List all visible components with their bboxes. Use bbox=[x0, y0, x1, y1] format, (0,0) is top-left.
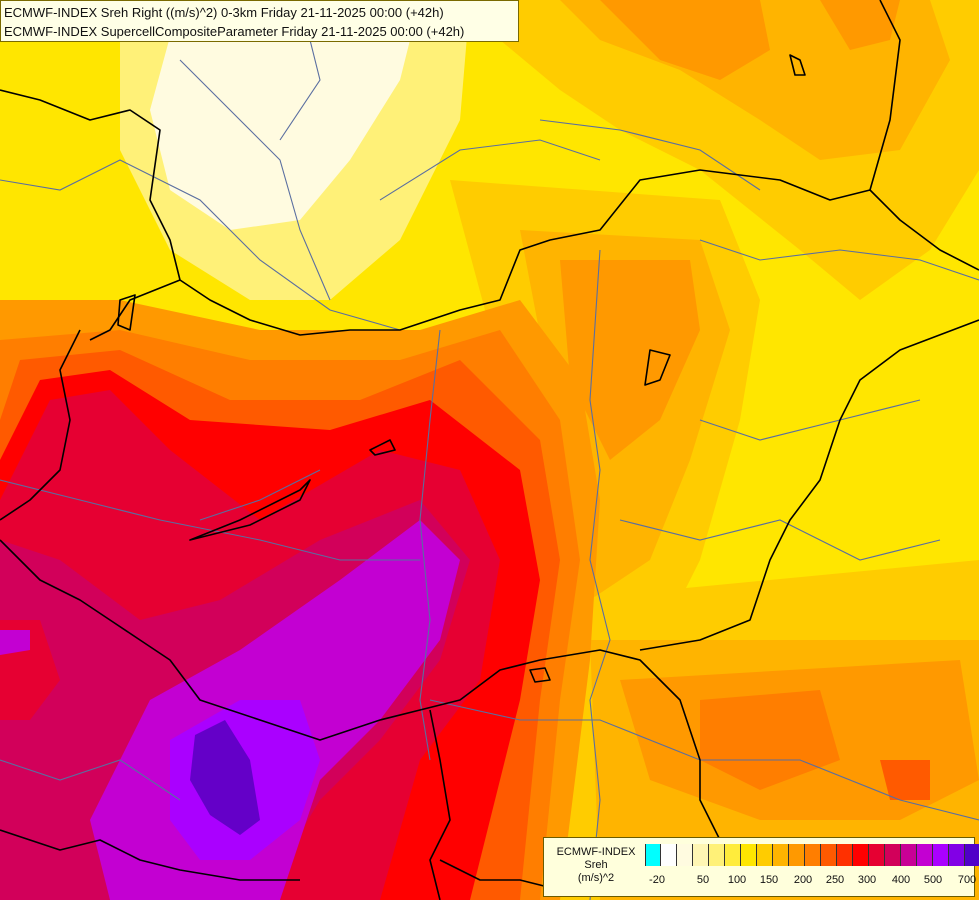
sreh-contour-indigo bbox=[190, 720, 260, 835]
country-border bbox=[639, 319, 979, 651]
legend-swatch bbox=[821, 844, 837, 866]
color-legend: ECMWF-INDEX Sreh (m/s)^2 -20 50 100 150 200 2… bbox=[543, 837, 979, 897]
country-border bbox=[429, 709, 451, 900]
river-line bbox=[199, 469, 321, 521]
legend-title-line-1: ECMWF-INDEX bbox=[556, 846, 636, 858]
legend-tick-label: 50 bbox=[696, 874, 710, 886]
country-border bbox=[0, 829, 300, 881]
legend-swatch bbox=[901, 844, 917, 866]
river-line bbox=[0, 759, 181, 801]
sreh-contour-orange bbox=[820, 0, 900, 50]
river-line bbox=[379, 139, 601, 201]
legend-swatch bbox=[773, 844, 789, 866]
country-border bbox=[89, 279, 181, 341]
legend-tick-label: 200 bbox=[793, 874, 813, 886]
legend-swatch bbox=[645, 844, 661, 866]
river-line bbox=[699, 399, 921, 441]
river-line bbox=[0, 159, 401, 331]
legend-title-line-2: Sreh bbox=[584, 859, 608, 871]
country-border bbox=[117, 294, 136, 331]
country-border bbox=[0, 89, 979, 336]
legend-swatch bbox=[853, 844, 869, 866]
river-line bbox=[589, 249, 611, 900]
legend-tick-label: 400 bbox=[891, 874, 911, 886]
legend-swatch bbox=[741, 844, 757, 866]
country-border bbox=[369, 439, 396, 456]
sreh-contour-pale bbox=[150, 0, 420, 230]
river-line bbox=[539, 119, 761, 191]
legend-swatch bbox=[917, 844, 933, 866]
legend-swatch bbox=[725, 844, 741, 866]
legend-swatch bbox=[757, 844, 773, 866]
legend-swatch bbox=[885, 844, 901, 866]
country-border bbox=[644, 349, 671, 386]
legend-swatch bbox=[709, 844, 725, 866]
river-line bbox=[179, 59, 331, 301]
legend-tick-label: 700 bbox=[957, 874, 977, 886]
sreh-contour-orange bbox=[560, 260, 700, 460]
country-border bbox=[189, 479, 311, 541]
legend-swatch bbox=[789, 844, 805, 866]
country-border bbox=[529, 667, 551, 683]
sreh-contour-orange_dark bbox=[700, 690, 840, 790]
legend-swatch bbox=[661, 844, 677, 866]
sreh-contour-orange bbox=[600, 0, 770, 80]
legend-title: ECMWF-INDEX Sreh (m/s)^2 bbox=[548, 846, 644, 885]
legend-tick-label: 250 bbox=[825, 874, 845, 886]
legend-swatch bbox=[869, 844, 885, 866]
legend-tick-label: 500 bbox=[923, 874, 943, 886]
legend-swatch bbox=[837, 844, 853, 866]
map-title-line-2: ECMWF-INDEX SupercellCompositeParameter … bbox=[4, 24, 465, 39]
legend-tick-label: 150 bbox=[759, 874, 779, 886]
country-border bbox=[0, 329, 81, 521]
country-border bbox=[439, 859, 561, 891]
map-title-line-1: ECMWF-INDEX Sreh Right ((m/s)^2) 0-3km F… bbox=[4, 5, 444, 20]
river-line bbox=[619, 519, 941, 561]
legend-swatch bbox=[949, 844, 965, 866]
legend-tick-label: 100 bbox=[727, 874, 747, 886]
country-border bbox=[869, 0, 901, 191]
legend-swatch bbox=[933, 844, 949, 866]
legend-swatch bbox=[965, 844, 979, 866]
map-title-box: ECMWF-INDEX Sreh Right ((m/s)^2) 0-3km F… bbox=[0, 0, 519, 42]
river-line bbox=[699, 239, 979, 281]
legend-swatch bbox=[805, 844, 821, 866]
legend-swatch bbox=[693, 844, 709, 866]
river-line bbox=[0, 479, 420, 561]
legend-tick-label: -20 bbox=[649, 874, 665, 886]
legend-swatch bbox=[677, 844, 693, 866]
legend-tick-label: 300 bbox=[857, 874, 877, 886]
legend-color-bar bbox=[645, 844, 979, 866]
sreh-contour-red_orange bbox=[880, 760, 930, 800]
legend-title-line-3: (m/s)^2 bbox=[577, 872, 615, 884]
country-border bbox=[789, 54, 806, 76]
legend-tick-labels: -20 50 100 150 200 250 300 400 500 700 bbox=[645, 874, 976, 890]
sreh-contour-purple bbox=[0, 630, 30, 655]
country-border bbox=[0, 539, 761, 861]
